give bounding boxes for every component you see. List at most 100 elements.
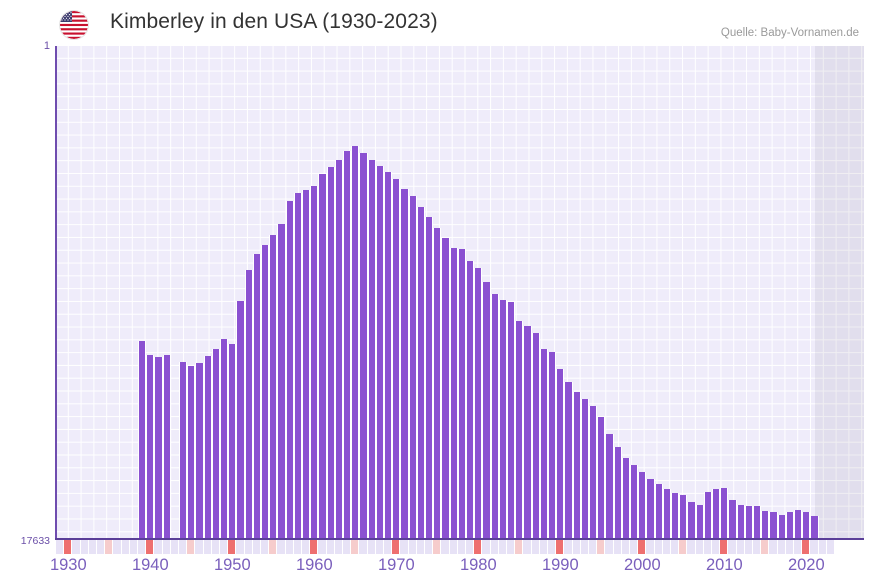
bar-1984[interactable] <box>507 302 516 538</box>
bar-1958[interactable] <box>293 192 302 538</box>
bar-1993[interactable] <box>580 398 589 538</box>
tick-cell-1944 <box>179 540 188 554</box>
tick-cell-2003 <box>662 540 671 554</box>
bar-1955[interactable] <box>269 234 278 538</box>
tick-cell-1979 <box>466 540 475 554</box>
bar-1995[interactable] <box>597 416 606 538</box>
bar-1971[interactable] <box>400 189 409 538</box>
bar-1939[interactable] <box>138 341 147 538</box>
bar-1994[interactable] <box>589 405 598 538</box>
bar-1946[interactable] <box>195 363 204 538</box>
bar-1975[interactable] <box>433 228 442 538</box>
bar-1947[interactable] <box>203 355 212 538</box>
bar-2011[interactable] <box>728 499 737 538</box>
tick-cell-1989 <box>548 540 557 554</box>
bar-2004[interactable] <box>671 492 680 538</box>
bar-1977[interactable] <box>449 248 458 538</box>
bar-2012[interactable] <box>736 504 745 538</box>
bar-1951[interactable] <box>236 300 245 538</box>
bar-1972[interactable] <box>408 196 417 538</box>
tick-cell-1947 <box>203 540 212 554</box>
bar-1992[interactable] <box>572 391 581 538</box>
bar-1998[interactable] <box>621 458 630 538</box>
bar-1981[interactable] <box>482 282 491 538</box>
bar-2001[interactable] <box>646 478 655 538</box>
bar-2008[interactable] <box>703 491 712 538</box>
bar-2009[interactable] <box>712 489 721 538</box>
bar-1970[interactable] <box>392 178 401 538</box>
bar-1974[interactable] <box>425 217 434 538</box>
bar-1989[interactable] <box>548 352 557 538</box>
bar-2017[interactable] <box>777 515 786 538</box>
bar-1979[interactable] <box>466 261 475 538</box>
bar-2014[interactable] <box>753 506 762 538</box>
bar-1969[interactable] <box>384 171 393 538</box>
bar-2015[interactable] <box>761 510 770 538</box>
bar-1949[interactable] <box>220 338 229 538</box>
tick-cell-1972 <box>408 540 417 554</box>
bar-2005[interactable] <box>679 494 688 538</box>
bar-1982[interactable] <box>490 294 499 538</box>
bar-1967[interactable] <box>367 159 376 538</box>
bar-1961[interactable] <box>318 173 327 538</box>
bar-1960[interactable] <box>310 185 319 538</box>
bar-2013[interactable] <box>744 506 753 538</box>
bar-1952[interactable] <box>244 270 253 538</box>
bar-1950[interactable] <box>228 343 237 538</box>
bar-1964[interactable] <box>343 150 352 538</box>
bar-1988[interactable] <box>539 348 548 538</box>
tick-cell-2014 <box>753 540 762 554</box>
bar-1963[interactable] <box>334 159 343 538</box>
bar-1996[interactable] <box>605 433 614 538</box>
bar-1968[interactable] <box>375 165 384 538</box>
bar-2010[interactable] <box>720 488 729 538</box>
bar-1999[interactable] <box>630 464 639 538</box>
bar-2000[interactable] <box>638 472 647 538</box>
bar-1986[interactable] <box>523 326 532 538</box>
bar-2019[interactable] <box>794 510 803 538</box>
tick-cell-1967 <box>367 540 376 554</box>
tick-cell-1964 <box>343 540 352 554</box>
bar-1962[interactable] <box>326 166 335 538</box>
bar-1966[interactable] <box>359 152 368 538</box>
bar-1957[interactable] <box>285 200 294 538</box>
bar-1953[interactable] <box>252 253 261 538</box>
x-axis-tick-strip <box>56 540 864 554</box>
bar-1945[interactable] <box>187 366 196 538</box>
tick-cell-1984 <box>507 540 516 554</box>
bar-2002[interactable] <box>654 483 663 538</box>
bar-1959[interactable] <box>302 190 311 538</box>
bar-1991[interactable] <box>564 382 573 538</box>
bar-2018[interactable] <box>785 511 794 538</box>
tick-cell-1952 <box>244 540 253 554</box>
bar-1940[interactable] <box>146 354 155 538</box>
bar-1944[interactable] <box>179 362 188 538</box>
x-tick-label-1940: 1940 <box>131 556 169 574</box>
bar-1973[interactable] <box>416 206 425 538</box>
bar-2021[interactable] <box>810 516 819 538</box>
bar-1954[interactable] <box>261 244 270 538</box>
bar-1948[interactable] <box>211 348 220 538</box>
bar-1976[interactable] <box>441 237 450 538</box>
bar-1965[interactable] <box>351 145 360 538</box>
bar-1941[interactable] <box>154 356 163 538</box>
bar-2016[interactable] <box>769 511 778 538</box>
bar-1980[interactable] <box>474 268 483 538</box>
tick-cell-2013 <box>744 540 753 554</box>
bar-2006[interactable] <box>687 501 696 538</box>
bar-1990[interactable] <box>556 368 565 538</box>
bar-1997[interactable] <box>613 446 622 538</box>
bar-1978[interactable] <box>457 249 466 538</box>
tick-minor-2005 <box>679 540 688 554</box>
bar-1983[interactable] <box>498 299 507 538</box>
bar-1956[interactable] <box>277 224 286 538</box>
bar-1942[interactable] <box>162 354 171 538</box>
plot-area <box>56 46 864 538</box>
bar-2007[interactable] <box>695 504 704 538</box>
bar-2003[interactable] <box>662 488 671 538</box>
tick-cell-1943 <box>170 540 179 554</box>
bar-1985[interactable] <box>515 320 524 538</box>
tick-cell-1982 <box>490 540 499 554</box>
bar-1987[interactable] <box>531 333 540 538</box>
bar-2020[interactable] <box>802 511 811 538</box>
